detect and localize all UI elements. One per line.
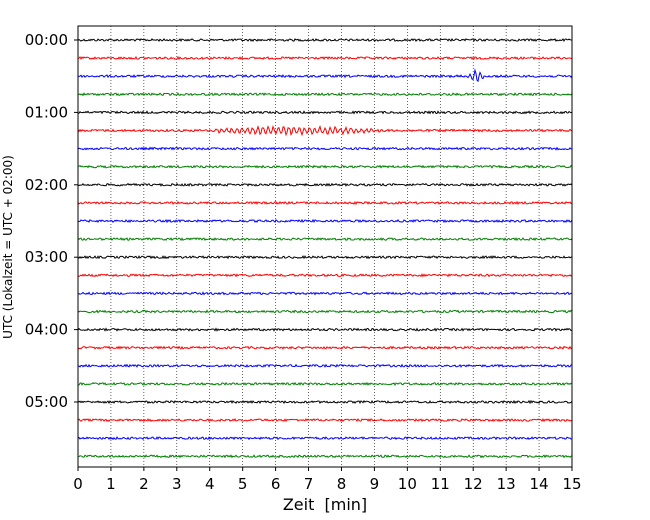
x-tick-label: 5 <box>238 475 248 493</box>
y-tick-label: 05:00 <box>25 393 68 411</box>
trace-line <box>77 381 573 387</box>
x-tick-label: 15 <box>562 475 581 493</box>
trace-line <box>77 309 573 314</box>
y-tick-label: 00:00 <box>25 31 68 49</box>
trace-line <box>77 55 573 61</box>
x-tick-label: 9 <box>370 475 380 493</box>
trace-line <box>77 146 573 151</box>
x-tick-label: 10 <box>398 475 417 493</box>
trace-line <box>77 327 573 332</box>
plot-frame <box>77 25 573 468</box>
y-tick-label: 02:00 <box>25 176 68 194</box>
trace-line <box>77 436 573 441</box>
x-tick-label: 3 <box>172 475 182 493</box>
trace-line <box>77 399 573 405</box>
trace-line <box>77 200 573 206</box>
x-tick-label: 14 <box>530 475 549 493</box>
x-tick-label: 12 <box>464 475 483 493</box>
x-axis-label: Zeit [min] <box>283 495 367 514</box>
trace-line <box>77 218 573 224</box>
x-tick-label: 6 <box>271 475 281 493</box>
x-tick-label: 2 <box>139 475 149 493</box>
x-tick-label: 7 <box>304 475 314 493</box>
trace-line <box>77 454 573 459</box>
x-tick-label: 1 <box>106 475 116 493</box>
x-tick-label: 11 <box>431 475 450 493</box>
x-tick-label: 13 <box>497 475 516 493</box>
trace-line <box>77 124 573 137</box>
y-tick-label: 04:00 <box>25 321 68 339</box>
y-tick-label: 01:00 <box>25 103 68 121</box>
y-axis: 00:00 01:00 02:00 03:00 04:00 05:00 <box>25 31 78 411</box>
trace-line <box>77 38 573 43</box>
x-axis: 0 1 2 3 4 5 6 7 8 9 10 11 12 13 14 15 <box>73 467 582 493</box>
y-tick-label: 03:00 <box>25 248 68 266</box>
trace-line <box>77 182 573 187</box>
trace-line <box>77 164 573 169</box>
trace-group <box>77 38 573 459</box>
trace-line <box>77 291 573 296</box>
trace-line <box>77 345 573 350</box>
trace-line <box>77 363 573 368</box>
x-tick-label: 4 <box>205 475 215 493</box>
x-tick-label: 0 <box>73 475 83 493</box>
trace-line <box>77 255 573 260</box>
trace-line <box>77 110 573 115</box>
y-axis-label: UTC (Lokalzeit = UTC + 02:00) <box>1 155 15 339</box>
x-tick-label: 8 <box>337 475 347 493</box>
trace-line <box>77 68 573 83</box>
trace-line <box>77 273 573 278</box>
trace-line <box>77 92 573 97</box>
trace-line <box>77 237 573 242</box>
trace-line <box>77 417 573 423</box>
